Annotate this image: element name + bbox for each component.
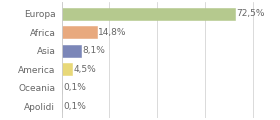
Text: 0,1%: 0,1% [63,83,86,92]
Bar [62,63,72,75]
Text: 0,1%: 0,1% [63,102,86,111]
Text: 14,8%: 14,8% [98,28,127,37]
Text: 8,1%: 8,1% [82,46,105,55]
Bar [62,8,235,20]
Bar [62,45,81,57]
Text: 72,5%: 72,5% [236,9,264,18]
Bar [62,26,97,38]
Text: 4,5%: 4,5% [74,65,96,74]
